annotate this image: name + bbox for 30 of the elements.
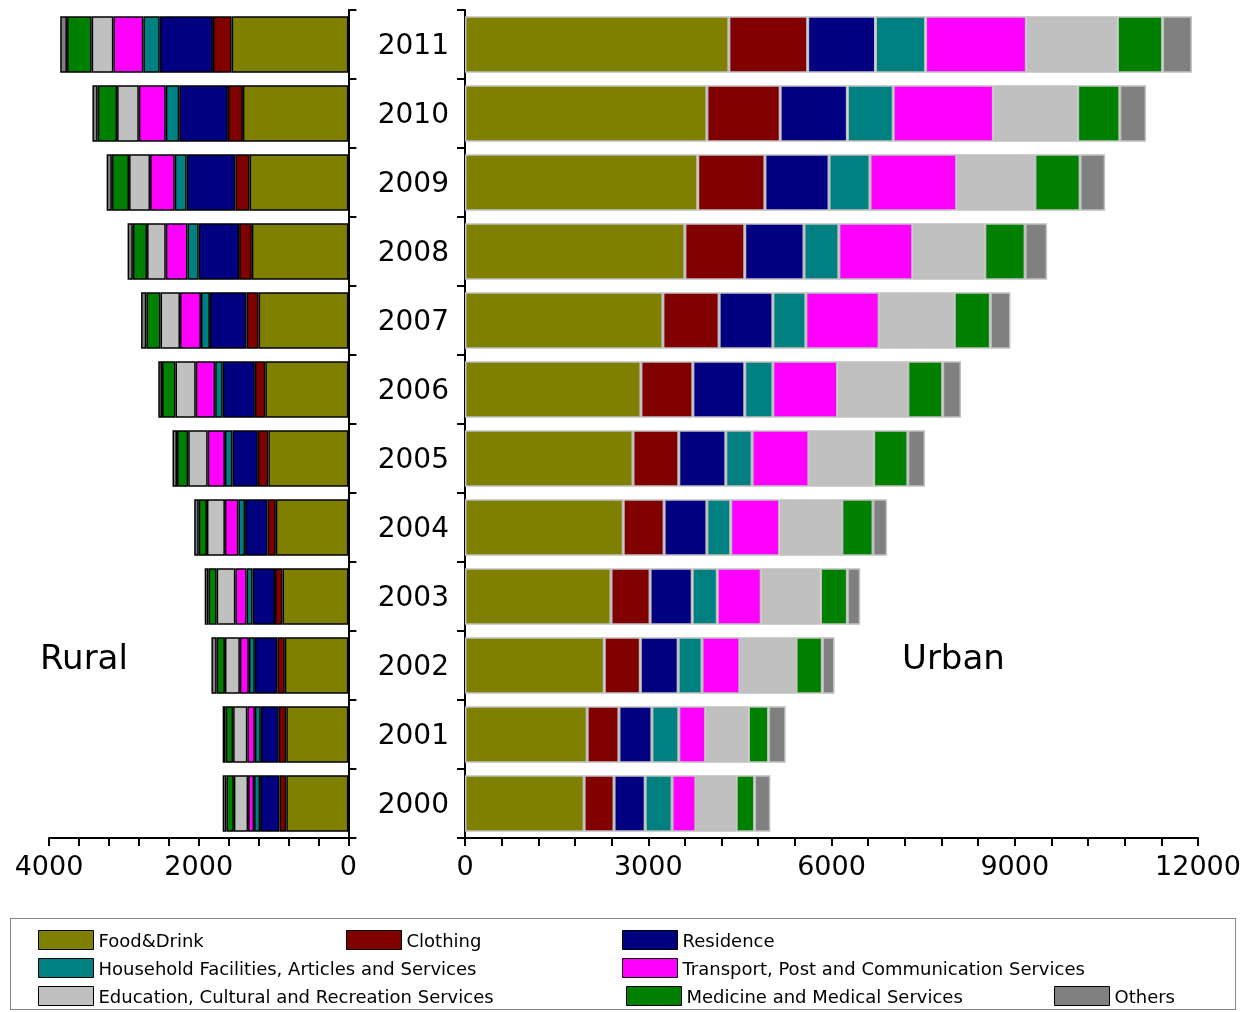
y-tick-label: 2002 bbox=[377, 649, 449, 682]
y-tick-label: 2010 bbox=[377, 97, 449, 130]
legend-label: Household Facilities, Articles and Services bbox=[98, 957, 477, 979]
x-tick-label: 6000 bbox=[797, 850, 866, 881]
x-tick-label: 3000 bbox=[613, 850, 683, 881]
x-tick-label: 9000 bbox=[980, 850, 1050, 881]
x-tick-label: 4000 bbox=[14, 850, 84, 881]
y-tick-label: 2004 bbox=[377, 511, 449, 544]
x-tick-label: 0 bbox=[456, 850, 474, 881]
y-tick-label: 2009 bbox=[377, 166, 449, 199]
y-tick-label: 2001 bbox=[377, 718, 449, 751]
x-tick-label: 2000 bbox=[164, 850, 234, 881]
x-tick-label: 12000 bbox=[1155, 850, 1241, 881]
legend-label: Transport, Post and Communication Services bbox=[681, 957, 1085, 979]
legend-label: Clothing bbox=[406, 929, 482, 951]
y-tick-label: 2011 bbox=[377, 28, 449, 61]
y-tick-label: 2007 bbox=[377, 304, 449, 337]
legend-label: Education, Cultural and Recreation Services bbox=[98, 985, 494, 1007]
y-tick-label: 2003 bbox=[377, 580, 449, 613]
legend-label: Food&Drink bbox=[98, 929, 205, 951]
annotation: Urban bbox=[902, 637, 1005, 677]
annotation: Rural bbox=[40, 637, 128, 677]
x-tick-label: 0 bbox=[339, 850, 357, 881]
legend-label: Medicine and Medical Services bbox=[686, 985, 963, 1007]
y-tick-label: 2000 bbox=[377, 787, 449, 820]
legend-label: Others bbox=[1114, 985, 1175, 1007]
legend-label: Residence bbox=[682, 929, 775, 951]
y-tick-label: 2006 bbox=[377, 373, 449, 406]
y-tick-label: 2008 bbox=[377, 235, 449, 268]
y-tick-label: 2005 bbox=[377, 442, 449, 475]
